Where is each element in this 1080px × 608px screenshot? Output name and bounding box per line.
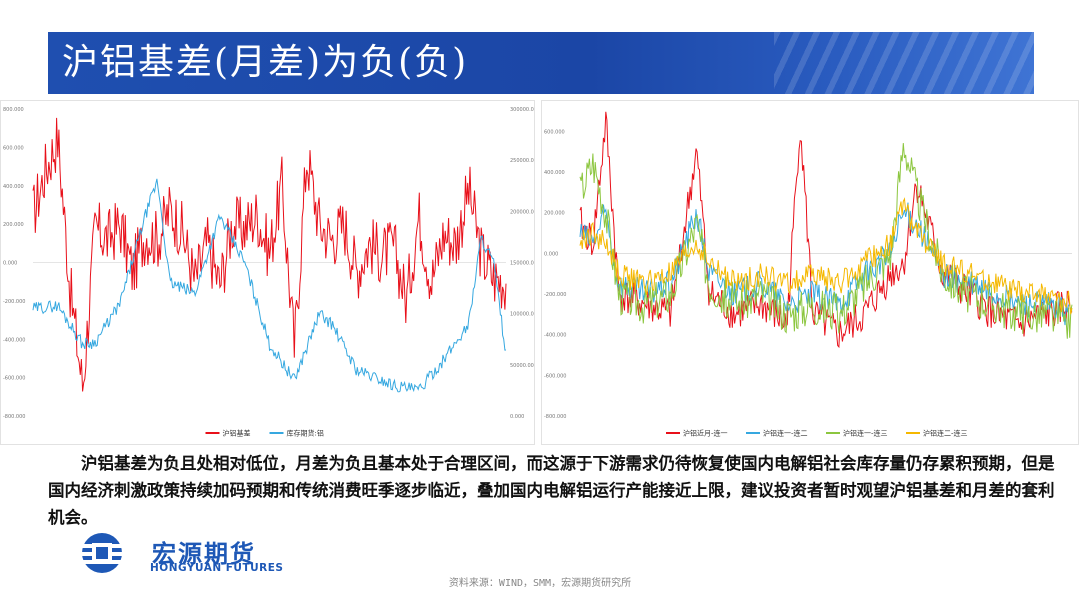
right-tick-label: 0.000: [510, 414, 524, 420]
series-line-spread-2: [579, 143, 1073, 339]
company-logo: 宏源期货 HONGYUAN FUTURES: [72, 530, 332, 576]
y-tick-label: -800.000: [544, 414, 566, 420]
chart-panel-basis: 800.000 600.000 400.000 200.000 0.000 -200.00…: [0, 100, 535, 445]
chart-panel-spread: 600.000 400.000 200.000 0.000 -200.000 -400.0…: [541, 100, 1079, 445]
right-tick-label: 250000.000: [510, 158, 534, 164]
right-tick-label: 300000.000: [510, 107, 534, 113]
left-tick-label: -400.000: [3, 337, 25, 343]
calendar-spread-chart: 600.000 400.000 200.000 0.000 -200.000 -400.0…: [544, 111, 1073, 438]
source-note: 资料来源：WIND，SMM，宏源期货研究所: [448, 578, 632, 589]
series-line-spread-3: [579, 197, 1073, 315]
series-line-basis: [32, 117, 507, 392]
left-tick-label: -200.000: [3, 299, 25, 305]
left-tick-label: 0.000: [3, 261, 17, 267]
hongyuan-logo-icon: [74, 533, 130, 573]
left-tick-label: 200.000: [3, 222, 24, 228]
logo-chinese: 宏源期货: [152, 540, 256, 568]
y-tick-label: -400.000: [544, 333, 566, 339]
basis-inventory-chart: 800.000 600.000 400.000 200.000 0.000 -200.00…: [3, 107, 534, 438]
legend-label-3: 沪铝连二-连三: [923, 429, 968, 438]
logo-english: HONGYUAN FUTURES: [150, 562, 284, 574]
legend-label-0: 沪铝近月-连一: [683, 429, 728, 438]
left-tick-label: 800.000: [3, 107, 24, 113]
left-tick-label: 600.000: [3, 145, 24, 151]
right-tick-label: 100000.000: [510, 312, 534, 318]
y-tick-label: 600.000: [544, 129, 565, 135]
description-text: 沪铝基差为负且处相对低位，月差为负且基本处于合理区间，而这源于下游需求仍待恢复使…: [48, 454, 1055, 527]
legend-label-0: 沪铝基差: [223, 429, 251, 438]
y-tick-label: -200.000: [544, 292, 566, 298]
right-tick-label: 200000.000: [510, 209, 534, 215]
legend-label-1: 沪铝连一-连二: [763, 429, 808, 438]
y-tick-label: 200.000: [544, 211, 565, 217]
y-tick-label: 400.000: [544, 170, 565, 176]
y-tick-label: 0.000: [544, 251, 558, 257]
legend-label-2: 沪铝连一-连三: [843, 429, 888, 438]
series-line-inventory: [32, 178, 507, 393]
left-tick-label: 400.000: [3, 184, 24, 190]
right-tick-label: 50000.000: [510, 363, 534, 369]
left-tick-label: -600.000: [3, 376, 25, 382]
y-tick-label: -600.000: [544, 373, 566, 379]
page-title: 沪铝基差(月差)为负(负): [62, 42, 469, 83]
title-banner: 沪铝基差(月差)为负(负): [48, 32, 1034, 94]
banner-decoration: [774, 32, 1034, 94]
right-tick-label: 150000.000: [510, 261, 534, 267]
legend-label-1: 库存期货:铝: [287, 429, 324, 438]
left-tick-label: -800.000: [3, 414, 25, 420]
